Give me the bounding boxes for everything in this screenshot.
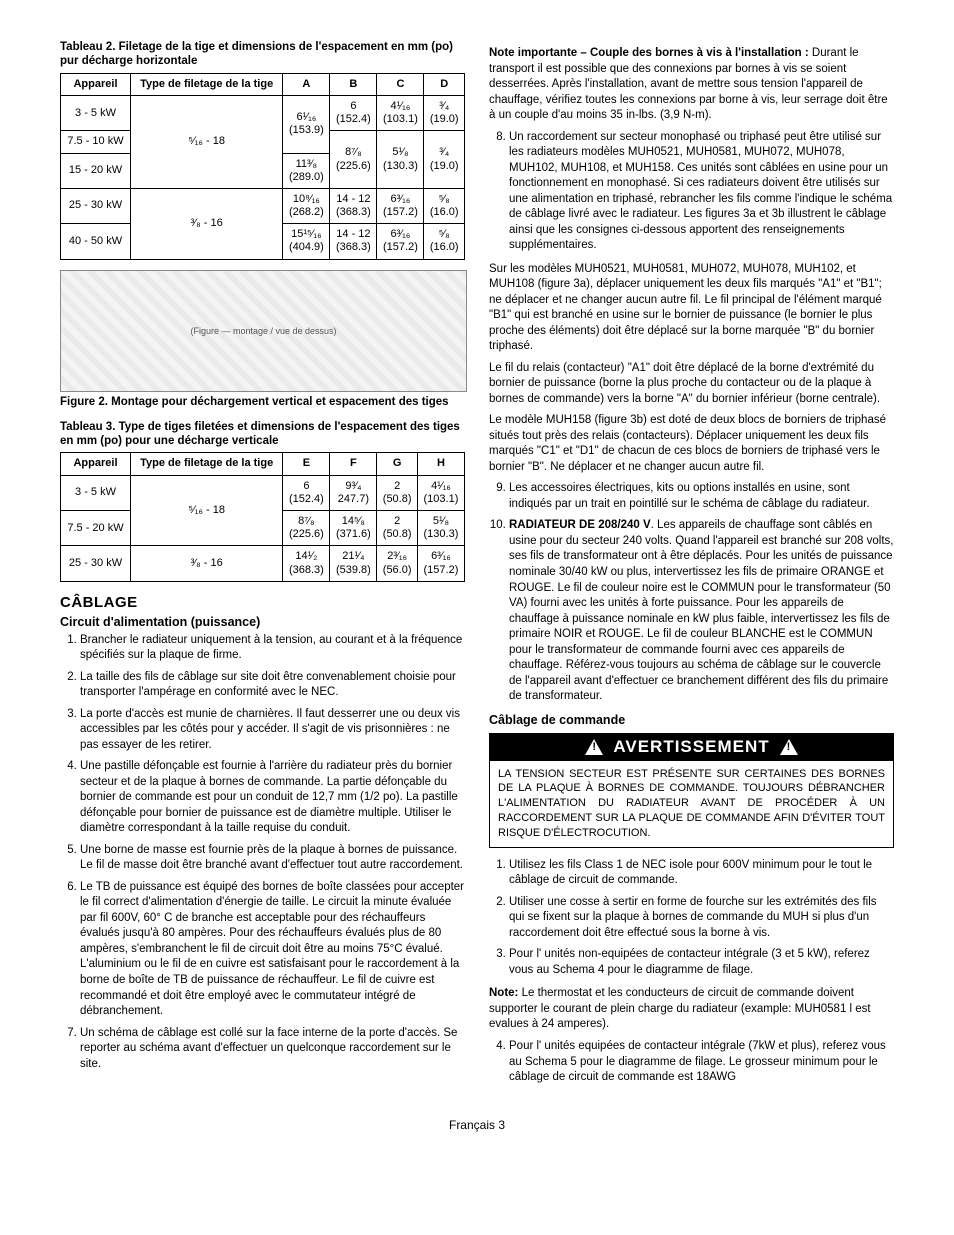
list-power-cont-a: Un raccordement sur secteur monophasé ou… [489, 130, 894, 254]
t2-r3-c: 6³⁄₁₆ (157.2) [377, 188, 424, 223]
t2-r4-c: 6³⁄₁₆ (157.2) [377, 224, 424, 259]
t2-r2-appliance: 15 - 20 kW [61, 153, 131, 188]
t2-r3-b: 14 - 12 (368.3) [330, 188, 377, 223]
t3-r0-appliance: 3 - 5 kW [61, 475, 131, 510]
t3-r0-h: 4¹⁄₁₆ (103.1) [417, 475, 464, 510]
list-power: Brancher le radiateur uniquement à la te… [60, 633, 465, 1072]
table3-title: Tableau 3. Type de tiges filetées et dim… [60, 420, 465, 449]
sub-cablage-commande: Câblage de commande [489, 713, 894, 727]
t3-h3: F [330, 453, 377, 475]
t3-r2-thread: ³⁄₈ - 16 [130, 546, 282, 581]
t2-h2: A [283, 73, 330, 95]
t2-r4-appliance: 40 - 50 kW [61, 224, 131, 259]
t3-r2-h: 6³⁄₁₆ (157.2) [417, 546, 464, 581]
table2-title: Tableau 2. Filetage de la tige et dimens… [60, 40, 465, 69]
t3-r1-e: 8⁷⁄₈ (225.6) [283, 510, 330, 545]
warning-bar: AVERTISSEMENT [489, 733, 894, 761]
t2-r3-a: 10⁹⁄₁₆ (268.2) [283, 188, 330, 223]
t2-r0-d: ³⁄₄ (19.0) [424, 95, 465, 130]
t2-r4-d: ⁵⁄₈ (16.0) [424, 224, 465, 259]
t3-r1-g: 2 (50.8) [377, 510, 417, 545]
table2: Appareil Type de filetage de la tige A B… [60, 73, 465, 260]
para-muh158: Le modèle MUH158 (figure 3b) est doté de… [489, 413, 894, 475]
list-item-10: RADIATEUR DE 208/240 V. Les appareils de… [509, 518, 894, 704]
t3-r1-f: 14⁵⁄₈ (371.6) [330, 510, 377, 545]
note-importante: Note importante – Couple des bornes à vi… [489, 46, 894, 124]
warning-icon-right [780, 739, 798, 755]
list-control: Utilisez les fils Class 1 de NEC isole p… [489, 858, 894, 979]
t3-h1: Type de filetage de la tige [130, 453, 282, 475]
t2-r3-thread: ³⁄₈ - 16 [130, 188, 282, 259]
page-footer: Français 3 [60, 1118, 894, 1132]
para-relay: Le fil du relais (contacteur) "A1" doit … [489, 361, 894, 408]
t3-r2-f: 21¹⁄₄ (539.8) [330, 546, 377, 581]
note2-lead: Note: [489, 987, 518, 999]
list-power-4: Une pastille défonçable est fournie à l'… [80, 759, 465, 837]
t3-r2-e: 14¹⁄₂ (368.3) [283, 546, 330, 581]
t3-r0-f: 9³⁄₄ 247.7) [330, 475, 377, 510]
t3-r1-h: 5¹⁄₈ (130.3) [417, 510, 464, 545]
list-control-cont: Pour l' unités equipées de contacteur in… [489, 1039, 894, 1086]
para-models-a: Sur les modèles MUH0521, MUH0581, MUH072… [489, 262, 894, 355]
t3-h2: E [283, 453, 330, 475]
list-control-3: Pour l' unités non-equipées de contacteu… [509, 947, 894, 978]
list-power-6: Le TB de puissance est équipé des bornes… [80, 880, 465, 1020]
t2-h0: Appareil [61, 73, 131, 95]
t2-r1-b: 8⁷⁄₈ (225.6) [330, 131, 377, 189]
item10-body: . Les appareils de chauffage sont câblés… [509, 519, 893, 702]
note-lead: Note importante – Couple des bornes à vi… [489, 47, 812, 59]
t2-r0-c: 4¹⁄₁₆ (103.1) [377, 95, 424, 130]
warning-icon-left [585, 739, 603, 755]
t2-h5: D [424, 73, 465, 95]
t3-r0-g: 2 (50.8) [377, 475, 417, 510]
list-item-9: Les accessoires électriques, kits ou opt… [509, 481, 894, 512]
list-power-5: Une borne de masse est fournie près de l… [80, 843, 465, 874]
t2-r4-b: 14 - 12 (368.3) [330, 224, 377, 259]
t3-h4: G [377, 453, 417, 475]
list-power-3: La porte d'accès est munie de charnières… [80, 707, 465, 754]
figure2-caption: Figure 2. Montage pour déchargement vert… [60, 396, 465, 408]
list-control-4: Pour l' unités equipées de contacteur in… [509, 1039, 894, 1086]
t3-r2-appliance: 25 - 30 kW [61, 546, 131, 581]
t2-r3-d: ⁵⁄₈ (16.0) [424, 188, 465, 223]
list-power-2: La taille des fils de câblage sur site d… [80, 670, 465, 701]
note2-body: Le thermostat et les conducteurs de circ… [489, 987, 871, 1030]
item10-lead: RADIATEUR DE 208/240 V [509, 519, 651, 531]
t2-h4: C [377, 73, 424, 95]
section-cablage: CÂBLAGE [60, 594, 465, 611]
figure2-image: (Figure — montage / vue de dessus) [60, 270, 467, 392]
t2-r0-b: 6 (152.4) [330, 95, 377, 130]
t2-r2-a: 11³⁄₈ (289.0) [283, 153, 330, 188]
t3-h5: H [417, 453, 464, 475]
warning-text: LA TENSION SECTEUR EST PRÉSENTE SUR CERT… [489, 761, 894, 848]
t2-r1-appliance: 7.5 - 10 kW [61, 131, 131, 153]
t3-r2-g: 2³⁄₁₆ (56.0) [377, 546, 417, 581]
t2-r1-d: ³⁄₄ (19.0) [424, 131, 465, 189]
t2-r4-a: 15¹⁵⁄₁₆ (404.9) [283, 224, 330, 259]
t2-r3-appliance: 25 - 30 kW [61, 188, 131, 223]
t3-r0-thread: ⁵⁄₁₆ - 18 [130, 475, 282, 546]
t2-r0-appliance: 3 - 5 kW [61, 95, 131, 130]
t2-r0-thread: ⁵⁄₁₆ - 18 [130, 95, 282, 188]
warning-label: AVERTISSEMENT [613, 737, 769, 757]
left-column: Tableau 2. Filetage de la tige et dimens… [60, 40, 465, 1094]
t2-h1: Type de filetage de la tige [130, 73, 282, 95]
list-power-cont-b: Les accessoires électriques, kits ou opt… [489, 481, 894, 704]
list-power-1: Brancher le radiateur uniquement à la te… [80, 633, 465, 664]
list-power-7: Un schéma de câblage est collé sur la fa… [80, 1026, 465, 1073]
t2-r0-a: 6¹⁄₁₆ (153.9) [283, 95, 330, 153]
t3-r0-e: 6 (152.4) [283, 475, 330, 510]
t2-h3: B [330, 73, 377, 95]
list-item-8: Un raccordement sur secteur monophasé ou… [509, 130, 894, 254]
t3-r1-appliance: 7.5 - 20 kW [61, 510, 131, 545]
list-control-2: Utiliser une cosse à sertir en forme de … [509, 895, 894, 942]
list-control-1: Utilisez les fils Class 1 de NEC isole p… [509, 858, 894, 889]
t2-r1-c: 5¹⁄₈ (130.3) [377, 131, 424, 189]
right-column: Note importante – Couple des bornes à vi… [489, 40, 894, 1094]
sub-circuit-alim: Circuit d'alimentation (puissance) [60, 615, 465, 629]
note2: Note: Le thermostat et les conducteurs d… [489, 986, 894, 1033]
table3: Appareil Type de filetage de la tige E F… [60, 452, 465, 581]
t3-h0: Appareil [61, 453, 131, 475]
